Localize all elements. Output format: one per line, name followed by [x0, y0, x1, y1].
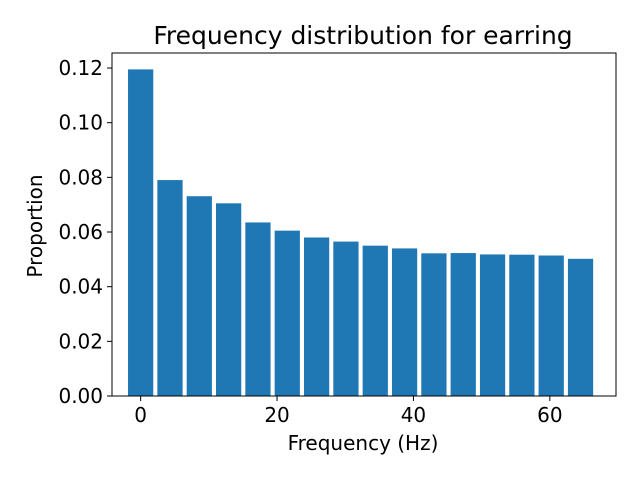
- y-tick-label: 0.08: [58, 165, 103, 189]
- y-axis-ticks: 0.00 0.02 0.04 0.06 0.08 0.10 0.12: [58, 56, 112, 408]
- bar: [479, 254, 506, 396]
- bar: [303, 237, 330, 396]
- plot-frame: [111, 52, 617, 397]
- x-tick-label: 20: [264, 403, 289, 427]
- bar: [450, 253, 476, 396]
- bar: [274, 230, 300, 396]
- chart-title: Frequency distribution for earring: [153, 21, 572, 50]
- x-tick-label: 0: [134, 403, 147, 427]
- y-tick-label: 0.00: [58, 384, 103, 408]
- y-axis-label: Proportion: [23, 174, 47, 277]
- bar: [128, 69, 154, 396]
- bar: [157, 180, 183, 396]
- x-axis-ticks: 0 20 40 60: [134, 396, 563, 427]
- bar: [421, 253, 447, 396]
- bars-group: [128, 69, 594, 396]
- x-tick-label: 60: [537, 403, 562, 427]
- bar: [333, 241, 359, 396]
- bar: [567, 258, 594, 396]
- bar: [216, 203, 242, 396]
- y-tick-label: 0.06: [58, 220, 103, 244]
- bar: [509, 254, 535, 396]
- bar: [391, 248, 418, 396]
- y-tick-label: 0.12: [58, 56, 103, 80]
- x-tick-label: 40: [401, 403, 426, 427]
- bar: [245, 222, 271, 396]
- y-tick-label: 0.02: [58, 329, 103, 353]
- x-axis-label: Frequency (Hz): [288, 431, 439, 455]
- bar: [186, 196, 212, 396]
- bar: [538, 255, 564, 396]
- bar: [362, 245, 388, 396]
- y-tick-label: 0.04: [58, 275, 103, 299]
- y-tick-label: 0.10: [58, 111, 103, 135]
